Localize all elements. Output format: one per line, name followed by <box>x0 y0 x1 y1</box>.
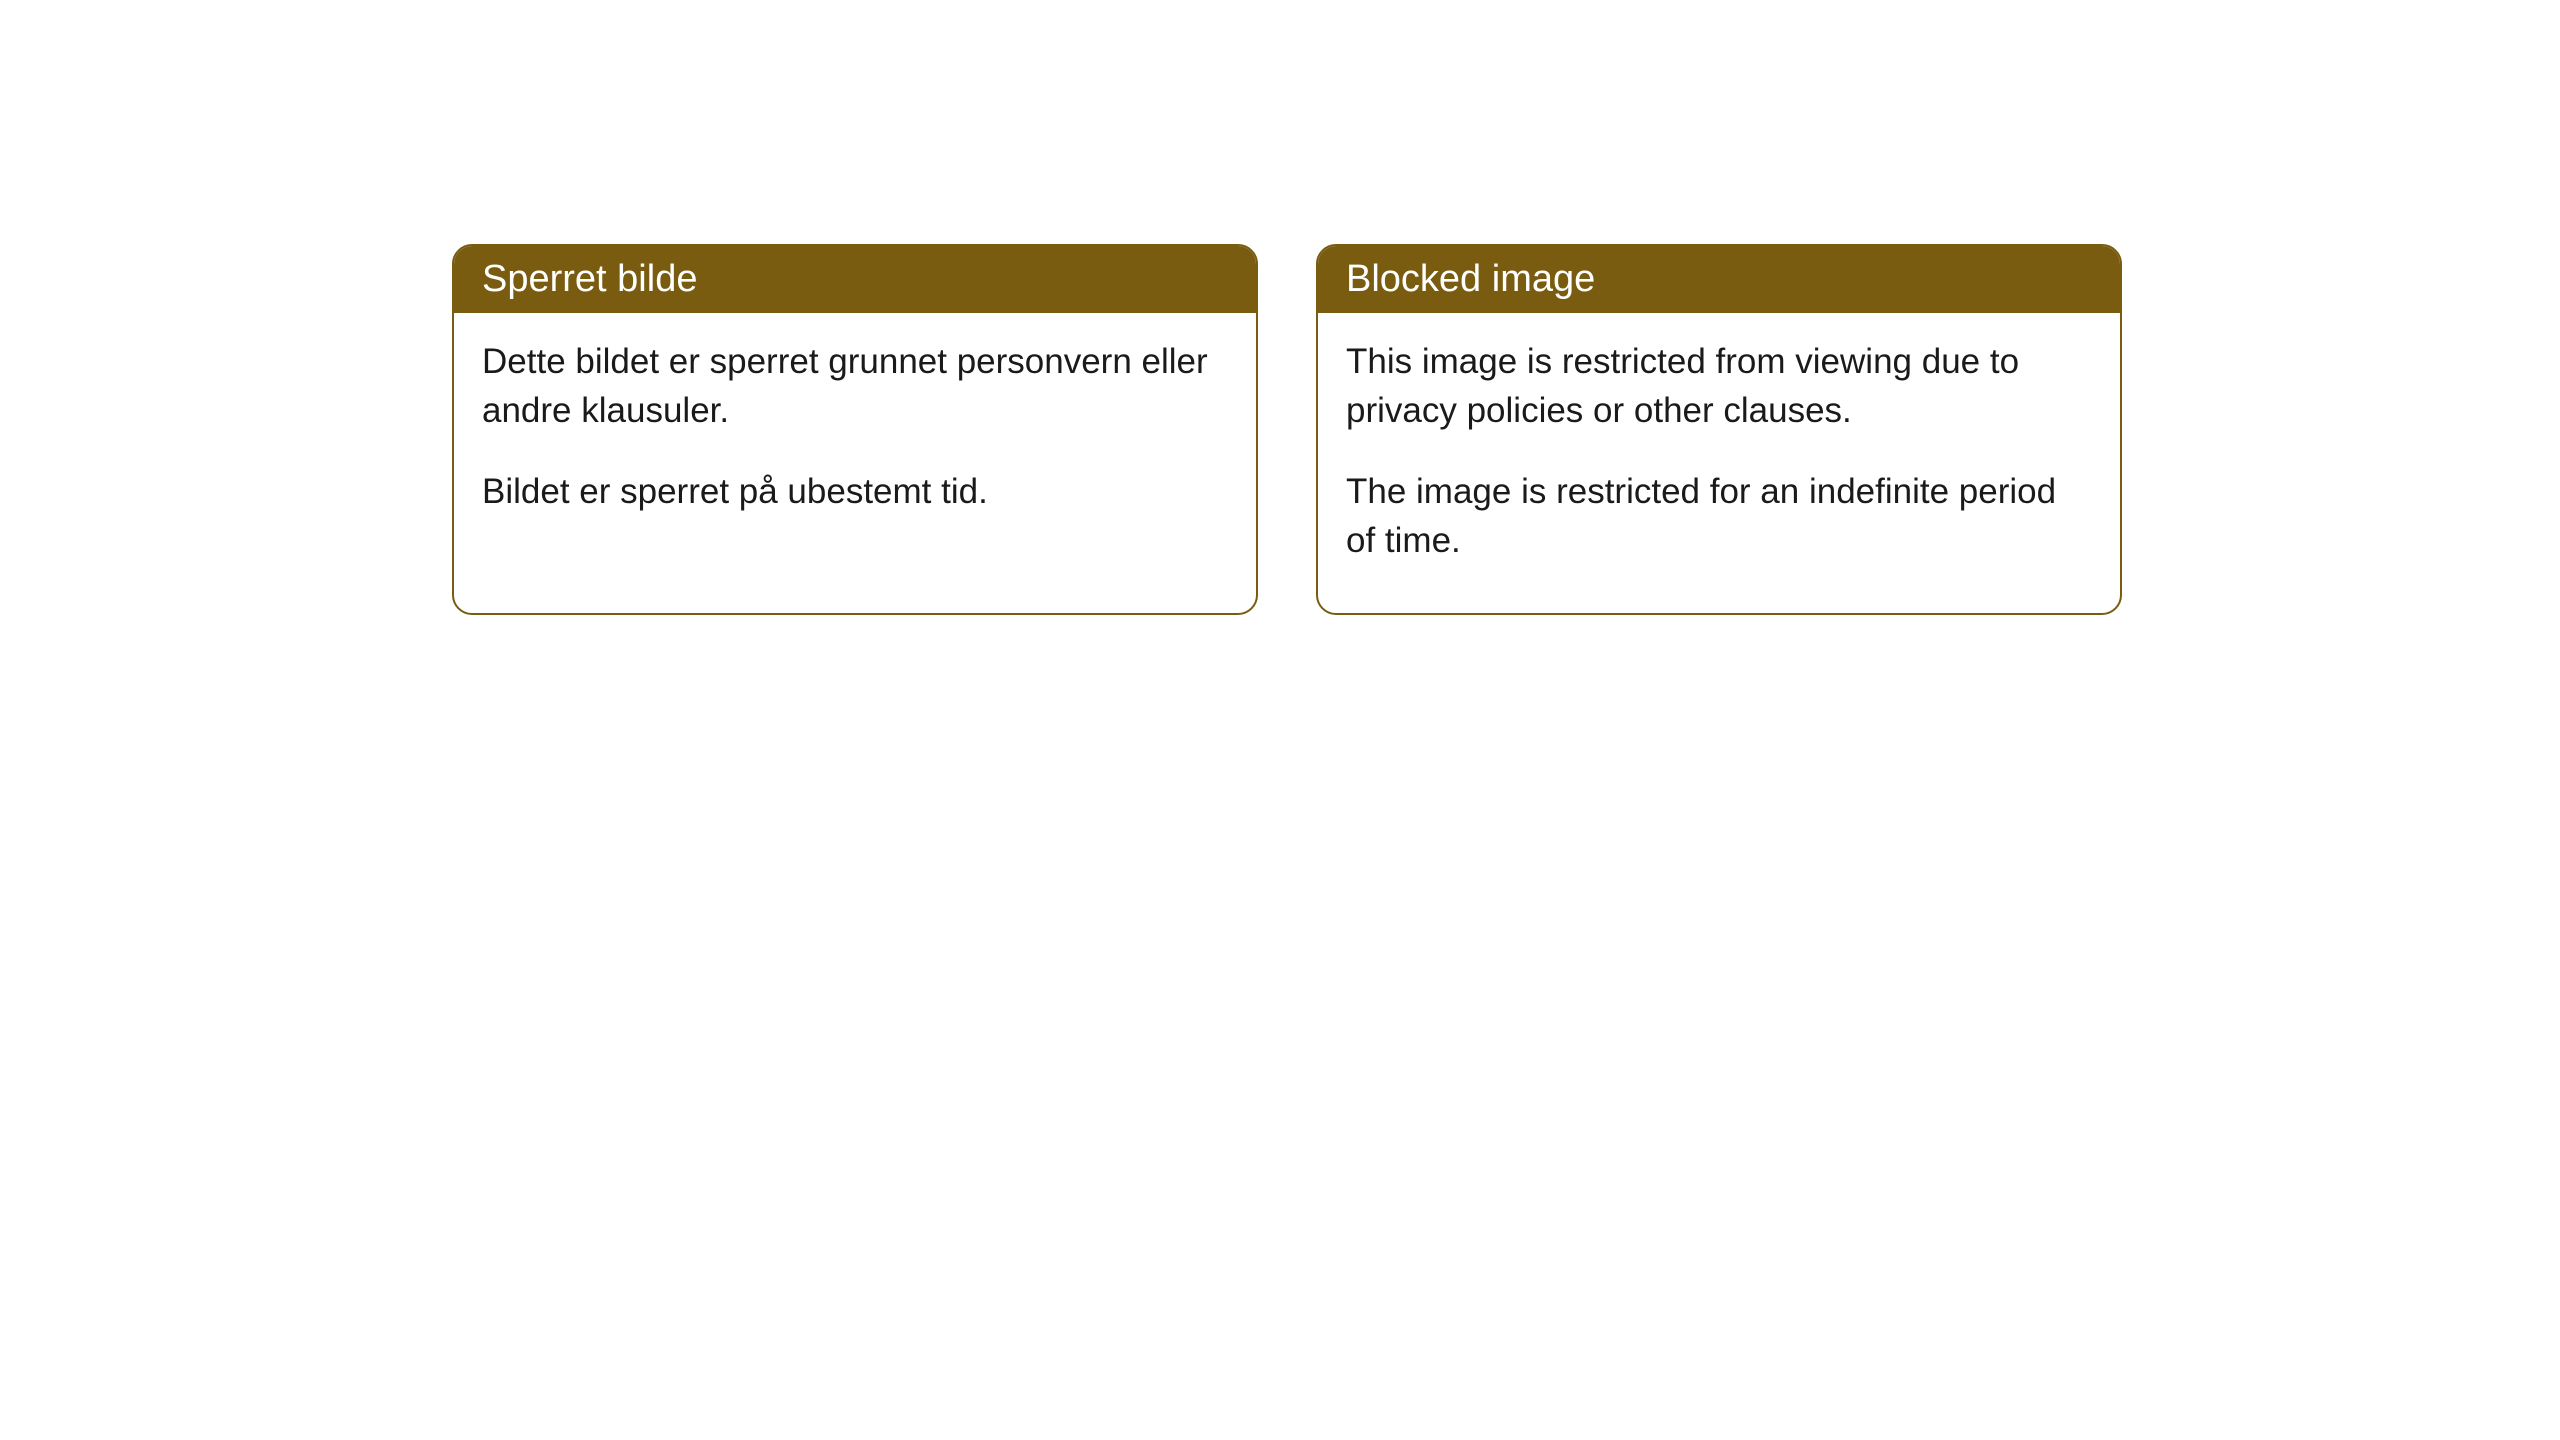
card-body-no: Dette bildet er sperret grunnet personve… <box>454 313 1256 564</box>
card-paragraph-1-no: Dette bildet er sperret grunnet personve… <box>482 337 1228 435</box>
card-header-no: Sperret bilde <box>454 246 1256 313</box>
card-body-en: This image is restricted from viewing du… <box>1318 313 2120 613</box>
blocked-image-card-en: Blocked image This image is restricted f… <box>1316 244 2122 615</box>
card-paragraph-2-en: The image is restricted for an indefinit… <box>1346 467 2092 565</box>
cards-container: Sperret bilde Dette bildet er sperret gr… <box>0 0 2560 615</box>
card-paragraph-1-en: This image is restricted from viewing du… <box>1346 337 2092 435</box>
card-header-en: Blocked image <box>1318 246 2120 313</box>
card-paragraph-2-no: Bildet er sperret på ubestemt tid. <box>482 467 1228 516</box>
blocked-image-card-no: Sperret bilde Dette bildet er sperret gr… <box>452 244 1258 615</box>
